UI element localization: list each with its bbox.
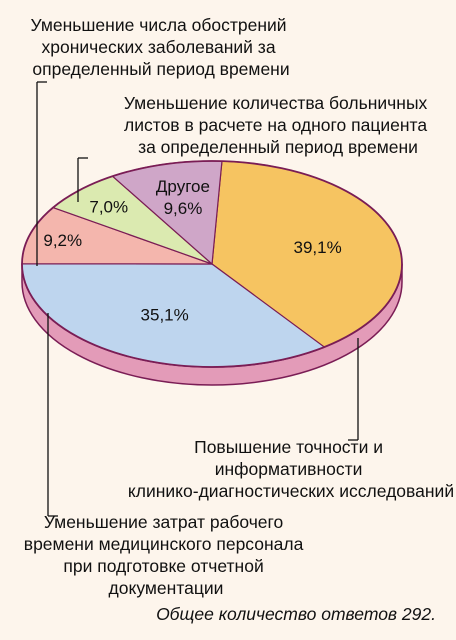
slice-value-label: 35,1% (141, 306, 189, 325)
callout-leader-lines (36, 81, 359, 517)
pie-slices (21, 160, 403, 368)
slice-category-label: Другое (156, 177, 210, 196)
slice-value-label: 7,0% (89, 197, 128, 216)
slice-value-label: 9,6% (164, 199, 203, 218)
slice-value-label: 39,1% (293, 238, 341, 257)
callout-right-text: Повышение точности и информативности кли… (128, 437, 454, 501)
footnote: Общее количество ответов 292. (156, 604, 436, 624)
callout-top-text: Уменьшение числа обострений хронических … (31, 15, 292, 79)
callout-bottom-text: Уменьшение затрат рабочего времени медиц… (24, 512, 308, 598)
callout-middle-text: Уменьшение количества больничных листов … (124, 93, 432, 157)
pie-outline (21, 160, 403, 368)
slice-value-label: 9,2% (43, 231, 82, 250)
slice-value-labels: 39,1% 35,1% 9,2% 7,0% Другое 9,6% (43, 177, 341, 324)
